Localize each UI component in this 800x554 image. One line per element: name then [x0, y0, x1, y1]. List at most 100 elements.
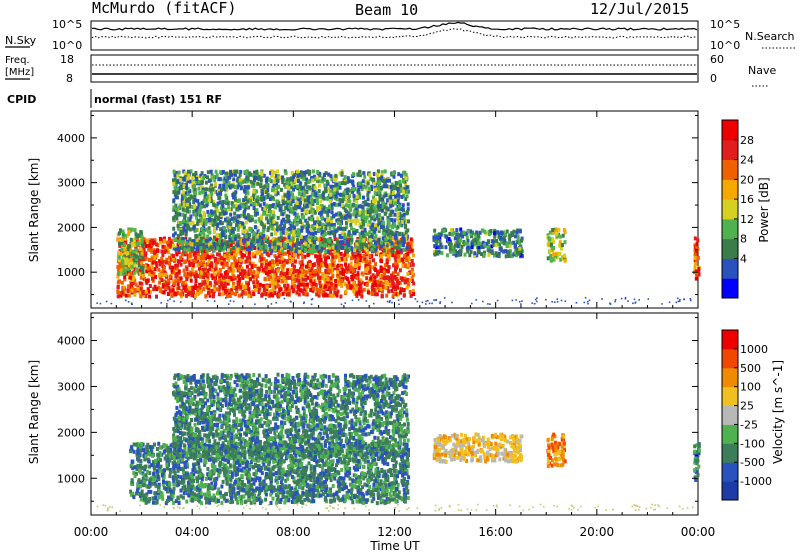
scatter-cell	[407, 256, 411, 261]
scatter-cell	[321, 263, 325, 268]
scatter-cell	[173, 281, 177, 286]
scatter-cell	[295, 212, 299, 217]
scatter-cell	[227, 269, 231, 273]
scatter-cell	[363, 266, 367, 271]
scatter-cell	[144, 289, 148, 294]
scatter-cell	[274, 272, 278, 276]
scatter-cell	[359, 256, 363, 260]
scatter-cell	[513, 250, 517, 255]
scatter-cell	[198, 240, 202, 245]
scatter-cell	[182, 228, 186, 233]
scatter-cell	[402, 237, 406, 242]
scatter-cell	[116, 280, 120, 285]
scatter-cell	[334, 283, 338, 288]
scatter-cell	[515, 247, 519, 252]
scatter-cell	[298, 260, 302, 265]
scatter-cell	[177, 179, 181, 184]
scatter-cell	[230, 255, 234, 260]
scatter-cell	[279, 273, 283, 278]
scatter-cell	[322, 234, 326, 238]
scatter-cell	[277, 284, 281, 289]
scatter-cell	[372, 249, 376, 253]
scatter-cell	[328, 239, 332, 244]
scatter-cell	[336, 202, 340, 207]
scatter-cell	[345, 216, 349, 221]
scatter-cell	[385, 178, 389, 183]
scatter-cell	[331, 286, 335, 291]
scatter-cell	[362, 171, 366, 176]
scatter-cell	[364, 269, 368, 273]
scatter-cell	[239, 260, 243, 265]
scatter-cell	[402, 189, 406, 194]
scatter-cell	[378, 213, 382, 218]
scatter-cell	[315, 176, 319, 181]
scatter-cell	[380, 201, 384, 206]
scatter-cell	[160, 256, 164, 261]
scatter-cell	[256, 234, 260, 239]
scatter-cell	[349, 269, 353, 274]
scatter-cell	[409, 293, 413, 298]
scatter-cell	[233, 169, 237, 174]
scatter-cell	[279, 242, 282, 247]
scatter-cell	[242, 284, 246, 289]
scatter-cell	[393, 222, 396, 227]
freq-panel-frame	[90, 54, 699, 83]
scatter-cell	[345, 239, 349, 244]
scatter-cell	[371, 289, 374, 294]
scatter-cell	[204, 191, 208, 196]
scatter-cell	[232, 240, 236, 245]
scatter-cell	[180, 289, 184, 293]
scatter-cell	[236, 225, 240, 230]
scatter-cell	[206, 170, 210, 175]
scatter-cell	[174, 247, 178, 252]
scatter-cell	[196, 245, 200, 250]
scatter-cell	[273, 285, 277, 290]
scatter-cell	[203, 249, 207, 254]
scatter-cell	[251, 274, 255, 279]
scatter-cell	[306, 169, 310, 174]
scatter-cell	[324, 217, 327, 222]
scatter-cell	[265, 203, 269, 208]
scatter-cell	[189, 242, 193, 247]
scatter-cell	[183, 216, 187, 221]
scatter-cell	[291, 195, 295, 200]
scatter-cell	[241, 273, 244, 278]
scatter-cell	[218, 267, 222, 272]
scatter-cell	[284, 244, 288, 249]
scatter-cell	[181, 202, 184, 206]
scatter-cell	[198, 191, 202, 196]
scatter-cell	[332, 190, 336, 195]
scatter-cell	[284, 279, 288, 284]
scatter-cell	[351, 248, 355, 253]
scatter-cell	[320, 246, 324, 251]
scatter-cell	[387, 289, 391, 294]
scatter-cell	[399, 243, 403, 248]
scatter-cell	[221, 286, 225, 291]
scatter-cell	[226, 216, 230, 221]
scatter-cell	[355, 248, 359, 253]
scatter-cell	[122, 257, 126, 262]
freq-label-line1: Freq.	[5, 55, 30, 66]
scatter-cell	[246, 191, 250, 196]
scatter-cell	[316, 201, 320, 206]
scatter-cell	[327, 172, 331, 177]
scatter-cell	[386, 198, 390, 203]
scatter-cell	[499, 230, 503, 235]
scatter-cell	[335, 182, 339, 187]
scatter-cell	[176, 233, 180, 238]
scatter-cell	[248, 250, 251, 255]
freq-tick-high: 18	[60, 53, 74, 66]
scatter-cell	[197, 186, 201, 191]
scatter-cell	[387, 256, 391, 261]
scatter-cell	[138, 290, 142, 295]
scatter-cell	[378, 274, 382, 278]
scatter-cell	[125, 257, 129, 262]
scatter-cell	[448, 242, 451, 247]
scatter-cell	[354, 254, 358, 259]
scatter-cell	[347, 280, 351, 285]
scatter-cell	[272, 179, 276, 184]
scatter-cell	[233, 211, 237, 216]
scatter-cell	[294, 217, 298, 221]
scatter-cell	[218, 247, 222, 251]
scatter-cell	[317, 249, 321, 254]
